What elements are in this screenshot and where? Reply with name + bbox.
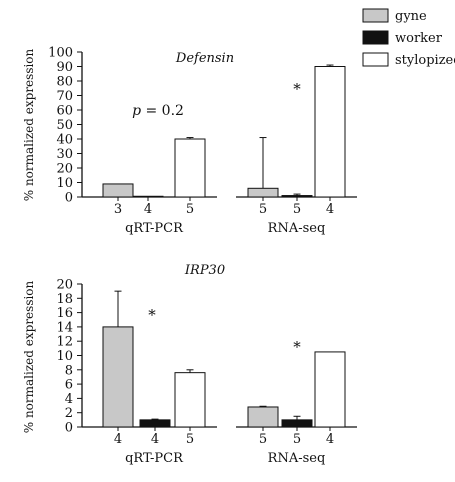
y-tick-label-defensin: 10 bbox=[56, 176, 73, 191]
y-tick-label-irp30: 6 bbox=[65, 378, 73, 393]
y-tick-label-defensin: 80 bbox=[56, 75, 73, 90]
legend-swatch-gyne bbox=[362, 8, 389, 23]
sample-size-label-defensin: 5 bbox=[186, 202, 194, 217]
y-tick-label-irp30: 16 bbox=[56, 306, 73, 321]
y-axis-label-irp30: % normalized expression bbox=[22, 280, 36, 433]
y-tick-label-defensin: 70 bbox=[56, 89, 73, 104]
y-tick-label-defensin: 30 bbox=[56, 147, 73, 162]
y-tick-label-irp30: 10 bbox=[56, 349, 73, 364]
legend-swatch-worker bbox=[362, 30, 389, 45]
bar-defensin-rnaseq-stylopized bbox=[314, 66, 346, 198]
bar-irp30-qrtpcr-gyne bbox=[102, 326, 134, 428]
group-label-defensin: RNA-seq bbox=[268, 221, 326, 236]
bars-defensin bbox=[102, 64, 346, 198]
y-tick-label-irp30: 4 bbox=[65, 392, 73, 407]
chart-defensin: Defensin % normalized expression 0102030… bbox=[22, 46, 357, 236]
chart-irp30: IRP30 % normalized expression 0246810121… bbox=[22, 263, 357, 466]
y-tick-label-irp30: 0 bbox=[65, 421, 73, 436]
y-tick-label-defensin: 100 bbox=[48, 46, 73, 61]
legend-item-stylopized: stylopized bbox=[362, 52, 455, 68]
bar-irp30-qrtpcr-stylopized bbox=[174, 372, 206, 428]
y-tick-label-defensin: 50 bbox=[56, 118, 73, 133]
y-tick-label-irp30: 14 bbox=[56, 320, 73, 335]
annotation-p-symbol: p bbox=[132, 103, 141, 119]
annotation-defensin: * bbox=[293, 80, 301, 98]
y-tick-label-irp30: 12 bbox=[56, 335, 73, 350]
sample-size-label-irp30: 5 bbox=[293, 432, 301, 447]
bar-irp30-rnaseq-worker bbox=[281, 419, 313, 428]
sample-size-label-defensin: 5 bbox=[259, 202, 267, 217]
y-tick-label-defensin: 0 bbox=[65, 191, 73, 206]
group-label-defensin: qRT-PCR bbox=[125, 221, 184, 236]
annotation-defensin: p = 0.2 bbox=[132, 103, 184, 119]
sample-size-label-irp30: 5 bbox=[259, 432, 267, 447]
legend: gyne worker stylopized bbox=[362, 8, 455, 68]
legend-item-gyne: gyne bbox=[362, 8, 427, 24]
y-tick-label-defensin: 90 bbox=[56, 60, 73, 75]
y-tick-label-irp30: 8 bbox=[65, 363, 73, 378]
y-axis-label-defensin: % normalized expression bbox=[22, 48, 36, 201]
legend-label-gyne: gyne bbox=[395, 9, 427, 24]
bar-defensin-rnaseq-gyne bbox=[247, 187, 279, 198]
bar-defensin-qrtpcr-worker bbox=[132, 195, 164, 198]
sample-size-label-irp30: 4 bbox=[151, 432, 159, 447]
bar-defensin-qrtpcr-stylopized bbox=[174, 138, 206, 198]
bar-defensin-rnaseq-worker bbox=[281, 195, 313, 198]
legend-label-stylopized: stylopized bbox=[395, 53, 455, 68]
y-tick-label-irp30: 2 bbox=[65, 406, 73, 421]
group-label-irp30: qRT-PCR bbox=[125, 451, 184, 466]
bars-irp30 bbox=[102, 290, 346, 428]
bar-irp30-rnaseq-stylopized bbox=[314, 351, 346, 428]
sample-size-label-irp30: 4 bbox=[114, 432, 122, 447]
annotation-p-value: = 0.2 bbox=[141, 103, 184, 119]
annotations-irp30: ** bbox=[148, 306, 301, 356]
sample-size-label-irp30: 4 bbox=[326, 432, 334, 447]
y-tick-label-defensin: 60 bbox=[56, 104, 73, 119]
group-label-irp30: RNA-seq bbox=[268, 451, 326, 466]
sample-size-label-defensin: 5 bbox=[293, 202, 301, 217]
y-tick-label-irp30: 20 bbox=[56, 278, 73, 293]
chart-title-defensin: Defensin bbox=[175, 51, 234, 66]
sample-size-label-defensin: 4 bbox=[326, 202, 334, 217]
bar-irp30-rnaseq-gyne bbox=[247, 406, 279, 428]
annotation-irp30: * bbox=[293, 338, 301, 356]
y-tick-label-defensin: 20 bbox=[56, 162, 73, 177]
legend-label-worker: worker bbox=[395, 31, 443, 46]
y-tick-label-irp30: 18 bbox=[56, 292, 73, 307]
chart-title-irp30: IRP30 bbox=[184, 263, 225, 278]
y-tick-label-defensin: 40 bbox=[56, 133, 73, 148]
annotations-defensin: p = 0.2 * bbox=[132, 80, 301, 119]
annotation-irp30: * bbox=[148, 306, 156, 324]
legend-item-worker: worker bbox=[362, 30, 443, 46]
sample-size-label-defensin: 4 bbox=[144, 202, 152, 217]
sample-size-label-defensin: 3 bbox=[114, 202, 122, 217]
bar-defensin-qrtpcr-gyne bbox=[102, 183, 134, 198]
sample-size-label-irp30: 5 bbox=[186, 432, 194, 447]
legend-swatch-stylopized bbox=[362, 52, 389, 67]
bar-irp30-qrtpcr-worker bbox=[139, 419, 171, 428]
